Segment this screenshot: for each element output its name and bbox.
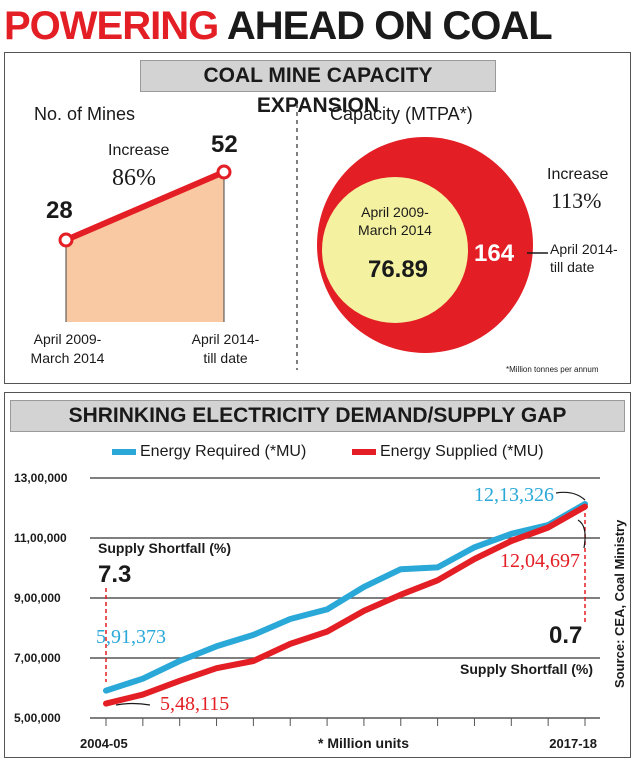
- energy-required-line: [103, 501, 588, 694]
- gap-banner: SHRINKING ELECTRICITY DEMAND/SUPPLY GAP: [10, 400, 625, 432]
- mines-area: [66, 172, 224, 322]
- energy-required-point: [287, 616, 293, 622]
- y-tick-label: 13,00,000: [14, 471, 68, 485]
- energy-supplied-point: [287, 641, 293, 647]
- mines-chart: [58, 104, 298, 370]
- end-supplied-label: 12,04,697: [500, 550, 580, 572]
- mines-increase-value: 86%: [112, 165, 156, 191]
- mines-end-period-line1: April 2014-: [191, 331, 260, 347]
- energy-supplied-point: [471, 556, 478, 562]
- energy-required-point: [398, 566, 404, 572]
- mines-start-period-line1: April 2009-: [33, 331, 102, 347]
- capacity-inner-value: 76.89: [367, 256, 429, 283]
- capacity-increase-value: 113%: [551, 188, 602, 213]
- end-required-pointer: [555, 491, 586, 501]
- energy-supplied-point: [435, 577, 441, 583]
- headline: POWERING AHEAD ON COAL: [4, 4, 553, 48]
- start-shortfall-label: Supply Shortfall (%): [98, 540, 231, 556]
- headline-part2: AHEAD ON COAL: [226, 4, 553, 48]
- mines-start-period-line2: March 2014: [30, 350, 105, 366]
- capacity-circles: [317, 137, 548, 353]
- bottom-panel-frame: [4, 392, 631, 758]
- capacity-outer-period: April 2014- till date: [550, 240, 618, 276]
- end-shortfall-label: Supply Shortfall (%): [460, 661, 593, 677]
- energy-supplied-point: [398, 592, 404, 598]
- capacity-increase-label: Increase: [547, 166, 609, 183]
- x-tick-label-last: 2017-18: [549, 736, 597, 751]
- energy-required-point: [177, 658, 183, 664]
- end-required-label: 12,13,326: [474, 484, 554, 506]
- energy-supplied-point: [545, 524, 551, 531]
- end-shortfall-value: 0.7: [549, 622, 583, 649]
- mines-start-period: April 2009- March 2014: [20, 330, 115, 368]
- mines-end-period: April 2014- till date: [178, 330, 273, 368]
- y-tick-label: 11,00,000: [14, 531, 67, 545]
- energy-required-point: [508, 531, 514, 537]
- energy-supplied-point: [140, 692, 146, 698]
- legend-supplied-label: Energy Supplied (*MU): [380, 443, 544, 460]
- y-tick-label: 7,00,000: [14, 651, 61, 665]
- capacity-inner-circle: [320, 175, 470, 325]
- end-supplied-pointer: [577, 519, 586, 549]
- energy-required-point: [324, 606, 330, 613]
- mines-increase-label: Increase: [108, 142, 170, 159]
- energy-supplied-point: [177, 678, 183, 684]
- chart-footnote: * Million units: [318, 735, 409, 751]
- start-supplied-pointer: [115, 702, 151, 706]
- energy-supplied-point: [508, 538, 514, 544]
- energy-required-point: [213, 643, 220, 649]
- capacity-outer-value: 164: [474, 240, 515, 267]
- capacity-outer-period-line2: till date: [550, 259, 595, 275]
- mines-end-point: [216, 164, 232, 180]
- source-note: Source: CEA, Coal Ministry: [612, 519, 627, 688]
- capacity-outer-period-line1: April 2014-: [550, 241, 618, 257]
- y-tick-label: 9,00,000: [14, 591, 61, 605]
- energy-supplied-point: [361, 608, 367, 614]
- capacity-inner-period-line1: April 2009-: [361, 204, 429, 220]
- legend-required-label: Energy Required (*MU): [140, 443, 307, 460]
- energy-supplied-line: [103, 503, 588, 707]
- mines-end-value: 52: [211, 131, 238, 158]
- start-supplied-label: 5,48,115: [160, 693, 230, 715]
- energy-supplied-point: [213, 665, 220, 671]
- mines-title: No. of Mines: [34, 104, 136, 124]
- energy-required-point: [103, 687, 109, 694]
- start-required-label: 5,91,373: [96, 626, 166, 648]
- capacity-title: Capacity (MTPA*): [330, 104, 473, 124]
- energy-required-point: [471, 544, 478, 550]
- capacity-footnote: *Million tonnes per annum: [506, 365, 599, 374]
- energy-required-point: [250, 632, 256, 638]
- mines-line: [64, 169, 226, 243]
- mines-start-value: 28: [46, 197, 73, 224]
- y-tick-label: 5,00,000: [14, 711, 61, 725]
- energy-required-point: [361, 584, 367, 590]
- energy-supplied-point: [324, 629, 330, 635]
- energy-required-point: [435, 564, 441, 571]
- top-panel-frame: [4, 52, 631, 384]
- start-shortfall-value: 7.3: [98, 561, 132, 588]
- x-tick-label-first: 2004-05: [80, 736, 128, 751]
- capacity-inner-period-line2: March 2014: [358, 222, 432, 238]
- energy-supplied-point: [103, 700, 109, 707]
- capacity-banner: COAL MINE CAPACITY EXPANSION: [140, 60, 496, 117]
- legend-swatches: [112, 449, 376, 455]
- energy-required-point: [140, 676, 146, 682]
- mines-start-point: [58, 232, 74, 248]
- headline-part1: POWERING: [4, 4, 219, 48]
- energy-supplied-point: [250, 658, 256, 664]
- mines-end-period-line2: till date: [203, 350, 248, 366]
- capacity-inner-period: April 2009- March 2014: [342, 203, 448, 239]
